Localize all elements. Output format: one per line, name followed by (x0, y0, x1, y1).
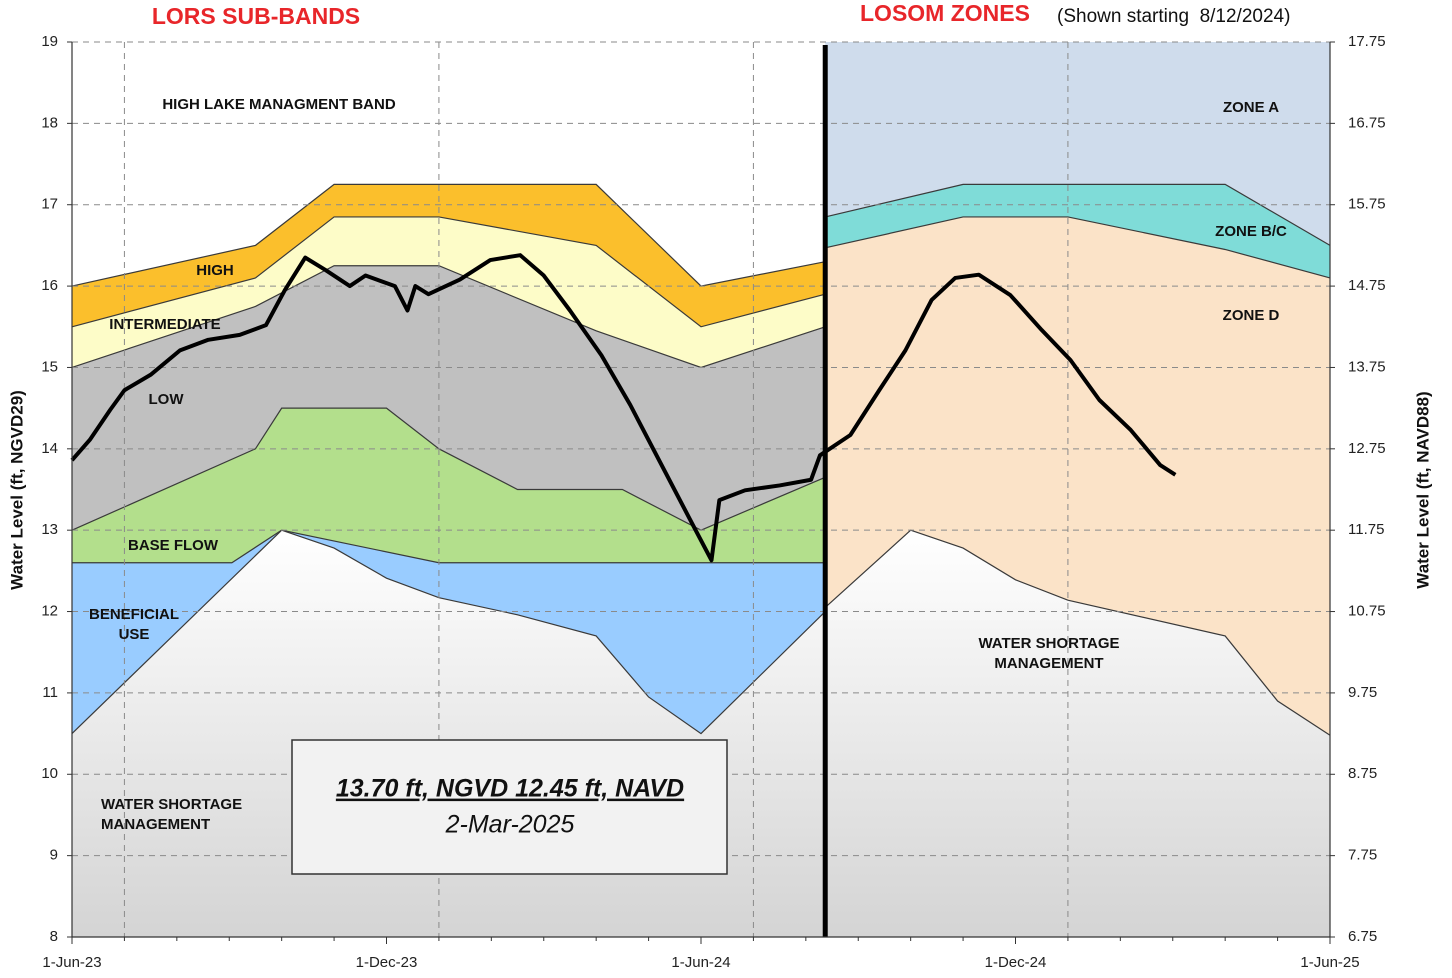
readout-level: 13.70 ft, NGVD 12.45 ft, NAVD (336, 775, 684, 803)
y-tick-label: 8 (50, 928, 58, 945)
band-boundary (71, 529, 826, 735)
y-axis-title: Water Level (ft, NGVD29) (7, 390, 26, 590)
x-tick-label: 1-Dec-23 (356, 954, 418, 971)
y2-tick-label: 9.75 (1348, 684, 1377, 701)
y-tick-label: 14 (41, 440, 58, 457)
y2-tick-label: 12.75 (1348, 440, 1386, 457)
band-boundary (825, 183, 1331, 246)
band-label: HIGH (196, 262, 234, 279)
losom-note: (Shown starting 8/12/2024) (1057, 6, 1290, 27)
band-label: USE (119, 626, 150, 643)
labels: LORS SUB-BANDS LOSOM ZONES (Shown starti… (7, 0, 1432, 971)
zone-label: WATER SHORTAGE (978, 635, 1119, 652)
y-tick-label: 12 (41, 603, 58, 620)
x-tick-label: 1-Jun-24 (671, 954, 730, 971)
y-tick-label: 18 (41, 114, 58, 131)
x-tick-label: 1-Jun-23 (42, 954, 101, 971)
band-label: LOW (149, 391, 185, 408)
y2-tick-label: 8.75 (1348, 765, 1377, 782)
y-tick-label: 16 (41, 277, 58, 294)
readout-date: 2-Mar-2025 (445, 811, 575, 839)
y-tick-label: 10 (41, 765, 58, 782)
zone-label: ZONE D (1223, 307, 1280, 324)
losom-title: LOSOM ZONES (860, 0, 1030, 26)
y-tick-label: 19 (41, 33, 58, 50)
zone-label: ZONE B/C (1215, 223, 1287, 240)
band-label: HIGH LAKE MANAGMENT BAND (162, 96, 395, 113)
x-tick-label: 1-Jun-25 (1300, 954, 1359, 971)
y2-tick-label: 14.75 (1348, 277, 1386, 294)
y-tick-label: 17 (41, 196, 58, 213)
band-label: MANAGEMENT (101, 816, 210, 833)
readout-box (291, 739, 728, 875)
water-level-line (70, 253, 1177, 563)
zone-label: MANAGEMENT (994, 655, 1103, 672)
band-boundary (71, 216, 826, 328)
y2-tick-label: 17.75 (1348, 33, 1386, 50)
y2-tick-label: 16.75 (1348, 114, 1386, 131)
lors-title: LORS SUB-BANDS (152, 3, 360, 29)
band-fill (825, 530, 1330, 937)
y2-axis-title: Water Level (ft, NAVD88) (1413, 391, 1432, 588)
band-label: INTERMEDIATE (109, 316, 220, 333)
band-label: BASE FLOW (128, 537, 219, 554)
y-tick-label: 9 (50, 847, 58, 864)
band-boundary (71, 183, 826, 287)
band-boundary (825, 216, 1331, 279)
y2-tick-label: 15.75 (1348, 196, 1386, 213)
zone-label: ZONE A (1223, 99, 1279, 116)
band-boundary (824, 529, 1331, 736)
y2-tick-label: 13.75 (1348, 358, 1386, 375)
x-tick-label: 1-Dec-24 (985, 954, 1047, 971)
y2-tick-label: 7.75 (1348, 847, 1377, 864)
band-label: WATER SHORTAGE (101, 796, 242, 813)
band-label: BENEFICIAL (89, 606, 179, 623)
y2-tick-label: 10.75 (1348, 603, 1386, 620)
y-tick-label: 15 (41, 358, 58, 375)
y-tick-label: 13 (41, 521, 58, 538)
y2-tick-label: 11.75 (1348, 521, 1384, 538)
y-tick-label: 11 (42, 684, 58, 701)
y2-tick-label: 6.75 (1348, 928, 1377, 945)
